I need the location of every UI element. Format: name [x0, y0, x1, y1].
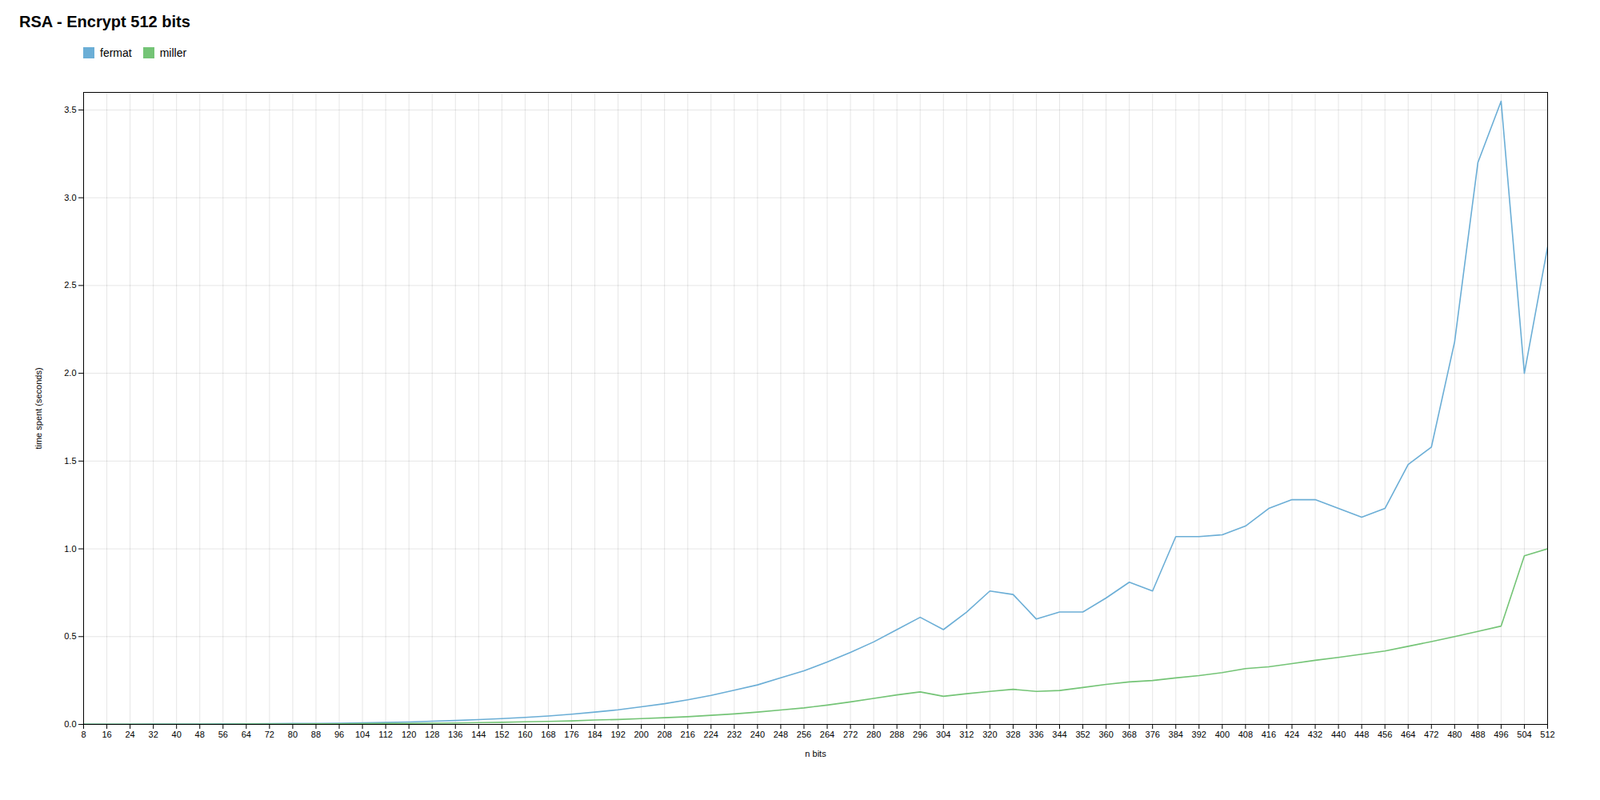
svg-text:488: 488 [1470, 729, 1485, 740]
svg-text:424: 424 [1284, 729, 1300, 740]
svg-text:48: 48 [195, 729, 205, 740]
svg-text:280: 280 [866, 729, 881, 740]
svg-text:104: 104 [355, 729, 370, 740]
svg-text:384: 384 [1168, 729, 1184, 740]
svg-text:3.5: 3.5 [64, 104, 76, 115]
svg-text:152: 152 [494, 729, 509, 740]
svg-text:72: 72 [264, 729, 275, 740]
svg-text:208: 208 [657, 729, 672, 740]
svg-text:8: 8 [80, 729, 86, 740]
svg-text:96: 96 [334, 729, 344, 740]
html-text:fermat: fermat [100, 46, 132, 59]
svg-text:472: 472 [1424, 729, 1439, 740]
svg-text:0.5: 0.5 [64, 631, 76, 641]
svg-text:0.0: 0.0 [64, 719, 76, 729]
svg-text:192: 192 [610, 729, 625, 740]
svg-text:160: 160 [517, 729, 532, 740]
svg-text:232: 232 [727, 729, 742, 740]
svg-text:352: 352 [1075, 729, 1090, 740]
svg-text:64: 64 [241, 729, 252, 740]
svg-text:56: 56 [218, 729, 228, 740]
svg-text:136: 136 [448, 729, 463, 740]
svg-text:time spent (seconds): time spent (seconds) [33, 367, 44, 449]
svg-text:80: 80 [288, 729, 298, 740]
svg-text:112: 112 [378, 729, 393, 740]
svg-text:344: 344 [1052, 729, 1067, 740]
svg-text:512: 512 [1540, 729, 1555, 740]
svg-text:296: 296 [912, 729, 928, 740]
svg-text:144: 144 [471, 729, 486, 740]
svg-text:480: 480 [1447, 729, 1462, 740]
svg-text:288: 288 [889, 729, 904, 740]
svg-text:3.0: 3.0 [64, 192, 76, 203]
svg-text:40: 40 [172, 729, 182, 740]
svg-text:400: 400 [1215, 729, 1230, 740]
svg-text:304: 304 [936, 729, 951, 740]
svg-text:216: 216 [680, 729, 696, 740]
svg-text:1.5: 1.5 [64, 456, 76, 466]
svg-text:168: 168 [540, 729, 556, 740]
svg-text:408: 408 [1238, 729, 1253, 740]
svg-text:376: 376 [1145, 729, 1160, 740]
svg-text:2.5: 2.5 [64, 280, 76, 290]
svg-text:24: 24 [124, 729, 135, 740]
svg-text:456: 456 [1377, 729, 1392, 740]
svg-text:1.0: 1.0 [64, 544, 76, 554]
svg-text:328: 328 [1005, 729, 1020, 740]
svg-text:336: 336 [1028, 729, 1044, 740]
svg-text:360: 360 [1098, 729, 1113, 740]
svg-text:368: 368 [1121, 729, 1136, 740]
svg-text:248: 248 [773, 729, 788, 740]
svg-text:2.0: 2.0 [64, 368, 76, 378]
svg-text:128: 128 [424, 729, 440, 740]
svg-text:224: 224 [704, 729, 719, 740]
svg-text:120: 120 [401, 729, 416, 740]
svg-text:464: 464 [1400, 729, 1416, 740]
html-text:miller: miller [159, 46, 187, 59]
html-text:RSA - Encrypt 512 bits: RSA - Encrypt 512 bits [19, 12, 191, 31]
svg-text:496: 496 [1493, 729, 1508, 740]
svg-text:176: 176 [564, 729, 579, 740]
svg-text:264: 264 [820, 729, 835, 740]
svg-text:88: 88 [311, 729, 321, 740]
svg-text:440: 440 [1331, 729, 1346, 740]
svg-text:504: 504 [1516, 729, 1532, 740]
svg-text:416: 416 [1261, 729, 1276, 740]
svg-text:320: 320 [982, 729, 997, 740]
svg-text:432: 432 [1308, 729, 1323, 740]
svg-text:256: 256 [796, 729, 812, 740]
svg-text:392: 392 [1192, 729, 1207, 740]
svg-text:n bits: n bits [804, 748, 827, 759]
svg-text:16: 16 [101, 729, 112, 740]
svg-text:200: 200 [633, 729, 648, 740]
svg-text:184: 184 [587, 729, 602, 740]
svg-text:312: 312 [959, 729, 974, 740]
svg-text:240: 240 [750, 729, 765, 740]
svg-text:272: 272 [843, 729, 858, 740]
svg-text:32: 32 [148, 729, 159, 740]
svg-text:448: 448 [1354, 729, 1369, 740]
